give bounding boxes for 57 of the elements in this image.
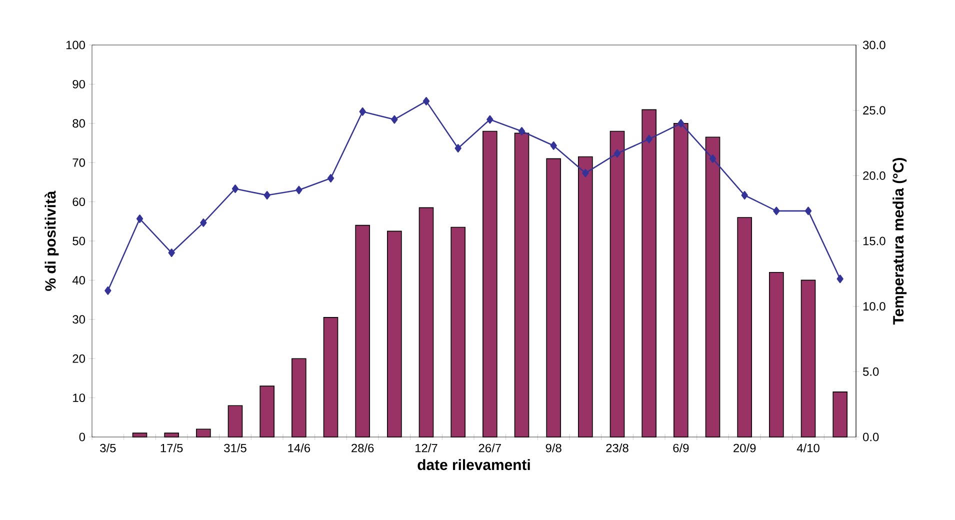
y2-tick-label: 30.0 (862, 40, 886, 50)
point (168, 248, 175, 257)
point (646, 134, 652, 144)
x-axis-title: date rilevamenti (418, 459, 530, 470)
point (296, 186, 302, 194)
y2-tick-label: 5.0 (863, 367, 879, 376)
y2-axis-title: Temperatura media (°C) (892, 158, 907, 325)
point (741, 191, 748, 200)
y-tick-label: 80 (72, 119, 86, 128)
x-tick-label: 12/7 (416, 444, 438, 452)
point (200, 218, 207, 227)
y-tick-label: 40 (72, 276, 86, 284)
point (136, 214, 144, 224)
x-tick-label: 3/5 (100, 444, 116, 452)
y2-tick-label: 15.0 (863, 236, 886, 246)
point (232, 184, 239, 193)
x-tick-label: 26/7 (478, 444, 501, 452)
x-tick-label: 20/9 (734, 444, 756, 452)
point (773, 206, 780, 216)
y-tick-label: 10 (73, 394, 86, 402)
x-tick-label: 14/6 (288, 444, 310, 452)
point (614, 149, 621, 158)
y-tick-label: 0 (79, 432, 86, 442)
x-tick-label: 28/6 (352, 444, 374, 452)
x-tick-label: 23/8 (606, 444, 628, 452)
y-tick-label: 60 (72, 198, 86, 206)
x-tick-label: 31/5 (224, 444, 246, 452)
x-tick-label: 6/9 (673, 444, 689, 452)
point (104, 286, 112, 295)
point (454, 144, 462, 152)
x-tick-label: 17/5 (160, 444, 183, 452)
y-tick-label: 50 (72, 236, 86, 246)
point (550, 141, 557, 150)
point (327, 174, 334, 183)
point (582, 168, 589, 178)
point (804, 206, 812, 216)
point (391, 115, 398, 124)
y2-tick-label: 20.0 (863, 171, 886, 180)
point (836, 274, 844, 284)
x-tick-label: 9/8 (546, 444, 562, 452)
point (678, 119, 684, 128)
y-tick-label: 100 (66, 40, 86, 50)
y-tick-label: 30 (72, 315, 86, 324)
y2-tick-label: 0.0 (863, 432, 879, 442)
y-tick-label: 20 (72, 354, 86, 363)
y-tick-label: 70 (72, 158, 86, 167)
y2-tick-label: 25.0 (863, 106, 886, 115)
y2-tick-label: 10.0 (863, 302, 886, 311)
x-tick-label: 4/10 (796, 444, 820, 452)
point (709, 154, 716, 163)
point (359, 107, 366, 116)
y-tick-label: 90 (72, 80, 86, 88)
point (518, 127, 526, 136)
y-axis-title: % di positività (44, 190, 59, 291)
point (264, 191, 270, 200)
point (422, 96, 430, 106)
point (486, 115, 494, 124)
